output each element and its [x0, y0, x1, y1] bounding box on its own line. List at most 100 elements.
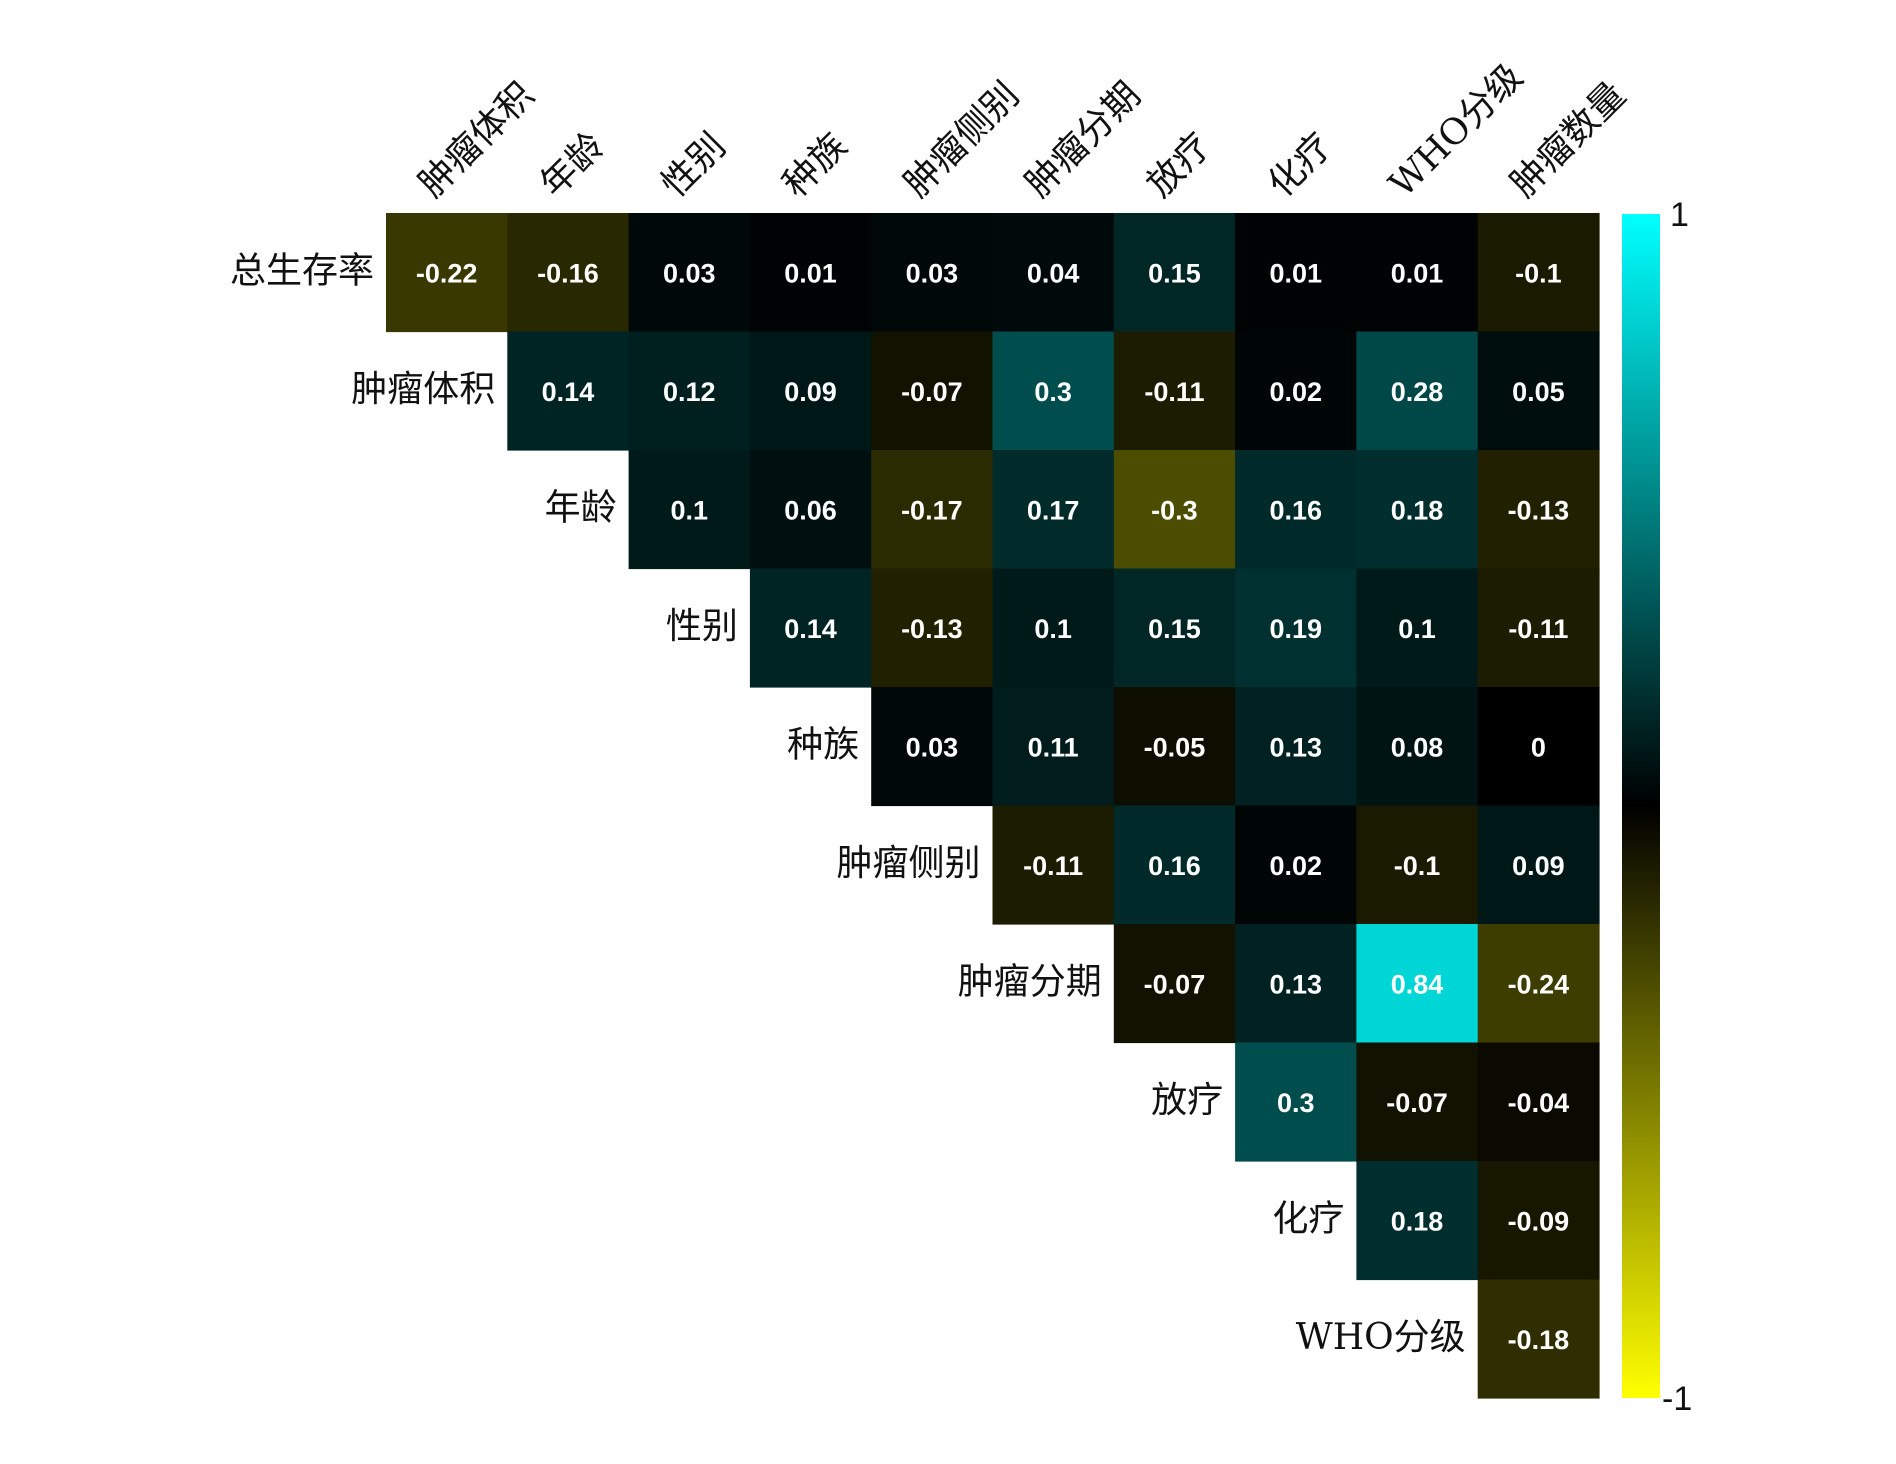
- heatmap-cell: [749, 450, 872, 570]
- heatmap-cell: [749, 331, 872, 451]
- row-label: 肿瘤体积: [351, 369, 495, 410]
- heatmap-cell: [1477, 1161, 1600, 1281]
- column-label: 肿瘤分期: [1018, 75, 1149, 206]
- heatmap-cell: [1235, 805, 1357, 925]
- heatmap-cell: [1235, 331, 1357, 451]
- cell-value-label: 0.3: [1034, 377, 1072, 407]
- heatmap-cell: [871, 213, 994, 333]
- cell-value-label: -0.16: [537, 258, 599, 288]
- cell-value-label: -0.07: [901, 377, 963, 407]
- cell-value-label: 0.02: [1269, 377, 1322, 407]
- cell-value-label: 0.1: [1398, 614, 1436, 644]
- heatmap-cell: [1477, 1279, 1600, 1399]
- row-label: 年龄: [545, 487, 617, 528]
- row-label: WHO分级: [1296, 1317, 1466, 1358]
- column-label: 化疗: [1260, 125, 1340, 205]
- cell-value-label: 0.84: [1391, 969, 1444, 999]
- cell-value-label: 0.02: [1269, 851, 1322, 881]
- heatmap-cell: [1113, 213, 1236, 333]
- heatmap-cell: [1356, 568, 1479, 688]
- colorbar-gradient: [1622, 214, 1660, 1398]
- heatmap-cell: [628, 331, 751, 451]
- cell-value-label: 0.28: [1391, 377, 1444, 407]
- heatmap-cell: [1356, 687, 1479, 807]
- cell-value-label: -0.13: [901, 614, 963, 644]
- heatmap-cell: [1235, 924, 1357, 1044]
- cell-value-label: 0.09: [784, 377, 837, 407]
- cell-value-label: 0.15: [1148, 258, 1201, 288]
- heatmap-cell: [507, 331, 630, 451]
- cell-value-label: -0.07: [1144, 969, 1206, 999]
- cell-value-label: 0.01: [1269, 258, 1322, 288]
- cell-value-label: 0.18: [1391, 495, 1444, 525]
- row-label: 化疗: [1272, 1198, 1344, 1239]
- cell-value-label: -0.3: [1151, 495, 1198, 525]
- column-label: 年龄: [533, 125, 613, 205]
- cell-value-label: 0.19: [1269, 614, 1322, 644]
- cell-value-label: 0.14: [784, 614, 837, 644]
- cell-value-label: -0.13: [1508, 495, 1570, 525]
- heatmap-cell: [871, 687, 994, 807]
- cell-value-label: 0.03: [906, 732, 959, 762]
- cell-value-label: 0.06: [784, 495, 837, 525]
- cell-value-label: 0.04: [1027, 258, 1080, 288]
- heatmap-cell: [1477, 450, 1600, 570]
- column-label: 肿瘤数量: [1503, 75, 1634, 206]
- cell-value-label: 0.11: [1028, 732, 1079, 762]
- row-label: 种族: [787, 724, 859, 765]
- colorbar: 1 -1: [1622, 196, 1692, 1418]
- heatmap-cell: [1356, 924, 1479, 1044]
- cell-value-label: 0.14: [542, 377, 595, 407]
- cell-value-label: -0.17: [901, 495, 963, 525]
- cell-value-label: 0.1: [670, 495, 708, 525]
- row-label: 肿瘤分期: [958, 961, 1102, 1002]
- heatmap-cell: [628, 213, 751, 333]
- heatmap-cell: [749, 213, 872, 333]
- cell-value-label: 0.03: [663, 258, 716, 288]
- cell-value-label: -0.18: [1508, 1325, 1570, 1355]
- cell-value-label: 0.15: [1148, 614, 1201, 644]
- cell-value-label: 0: [1531, 732, 1546, 762]
- heatmap-cell: [992, 450, 1115, 570]
- heatmap-cell: [1477, 687, 1600, 807]
- cell-value-label: 0.01: [784, 258, 837, 288]
- heatmap-cell: [1356, 1042, 1479, 1162]
- heatmap-cell: [992, 687, 1115, 807]
- heatmap-cell: [386, 213, 508, 333]
- cell-value-label: 0.09: [1512, 851, 1565, 881]
- cell-value-label: 0.16: [1148, 851, 1201, 881]
- cell-value-label: -0.11: [1508, 614, 1568, 644]
- row-label: 总生存率: [230, 250, 374, 291]
- cell-value-label: 0.12: [663, 377, 716, 407]
- heatmap-cell: [992, 805, 1115, 925]
- heatmap-cell: [1113, 568, 1236, 688]
- cell-value-label: -0.24: [1508, 969, 1570, 999]
- cell-value-label: 0.18: [1391, 1206, 1444, 1236]
- column-label: 种族: [775, 125, 855, 205]
- cell-value-label: 0.16: [1269, 495, 1322, 525]
- heatmap-cell: [1235, 687, 1357, 807]
- column-label: 放疗: [1139, 125, 1219, 205]
- heatmap-cell: [749, 568, 872, 688]
- cell-value-label: 0.3: [1277, 1088, 1315, 1118]
- cell-value-label: 0.17: [1027, 495, 1080, 525]
- cell-value-label: -0.11: [1023, 851, 1083, 881]
- cell-value-label: 0.08: [1391, 732, 1444, 762]
- heatmap-cell: [1113, 805, 1236, 925]
- column-label: 肿瘤侧别: [897, 75, 1028, 206]
- cell-value-label: 0.1: [1034, 614, 1072, 644]
- heatmap-cell: [1356, 805, 1479, 925]
- cell-value-label: -0.1: [1394, 851, 1441, 881]
- heatmap-cell: [1356, 1161, 1479, 1281]
- cell-value-label: 0.03: [906, 258, 959, 288]
- heatmap-cell: [1477, 924, 1600, 1044]
- heatmap-cell: [1235, 1042, 1357, 1162]
- row-label: 性别: [666, 606, 738, 647]
- heatmap-cell: [1235, 450, 1357, 570]
- cell-value-label: 0.13: [1269, 732, 1322, 762]
- heatmap-cell: [871, 331, 994, 451]
- colorbar-min-label: -1: [1662, 1380, 1692, 1418]
- heatmap-cell: [1235, 568, 1357, 688]
